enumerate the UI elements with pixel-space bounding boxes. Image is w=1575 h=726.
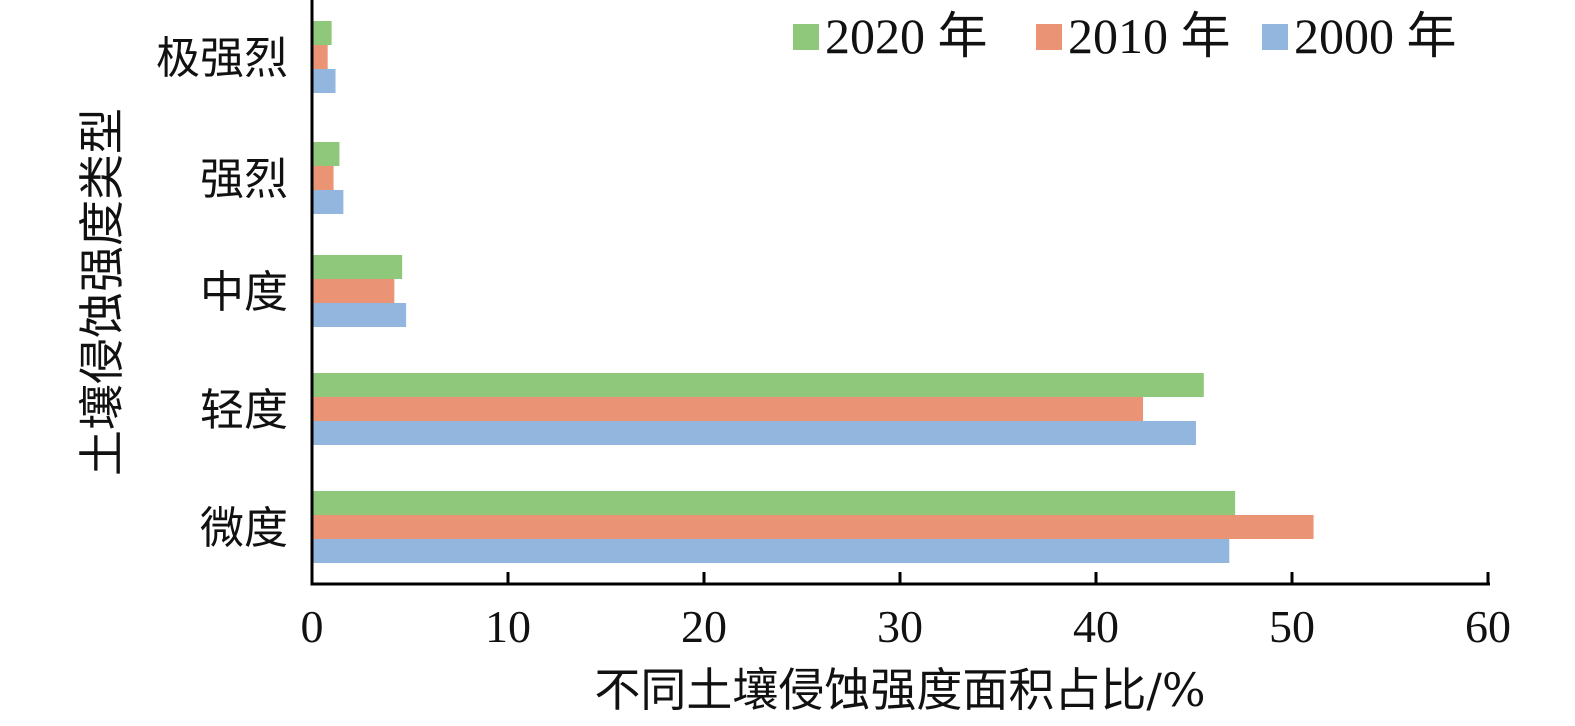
legend-label: 2010 年 — [1068, 8, 1231, 64]
bar-2-1 — [312, 421, 1196, 445]
x-tick-label: 0 — [301, 601, 324, 652]
bar-0-3 — [312, 142, 340, 166]
bars-group — [312, 21, 1314, 563]
x-tick-label: 10 — [485, 601, 531, 652]
bar-1-1 — [312, 397, 1144, 421]
category-label: 极强烈 — [156, 33, 288, 84]
legend-label: 2000 年 — [1294, 8, 1457, 64]
y-axis-title: 土壤侵蚀强度类型 — [75, 108, 129, 476]
x-tick-label: 60 — [1465, 601, 1511, 652]
legend-swatch — [793, 24, 819, 50]
x-tick-label: 20 — [681, 601, 727, 652]
bar-1-4 — [312, 45, 328, 69]
category-label: 轻度 — [200, 385, 288, 436]
bar-1-0 — [312, 515, 1314, 539]
category-label: 强烈 — [200, 154, 288, 205]
bar-2-4 — [312, 69, 336, 93]
category-label: 微度 — [200, 503, 288, 554]
legend-swatch — [1262, 24, 1288, 50]
bar-2-3 — [312, 190, 344, 214]
legend: 2020 年 2010 年 2000 年 — [793, 8, 1457, 64]
bar-2-2 — [312, 303, 407, 327]
legend-label: 2020 年 — [825, 8, 988, 64]
bar-0-1 — [312, 373, 1204, 397]
x-tick-label: 50 — [1269, 601, 1315, 652]
bar-0-2 — [312, 255, 403, 279]
x-ticks-group: 0 10 20 30 40 50 60 — [301, 572, 1511, 652]
x-axis-title: 不同土壤侵蚀强度面积占比/% — [594, 663, 1205, 717]
category-label: 中度 — [200, 267, 288, 318]
bar-1-3 — [312, 166, 334, 190]
x-tick-label: 40 — [1073, 601, 1119, 652]
bar-0-4 — [312, 21, 332, 45]
bar-1-2 — [312, 279, 395, 303]
bar-2-0 — [312, 539, 1230, 563]
bar-0-0 — [312, 491, 1236, 515]
x-tick-label: 30 — [877, 601, 923, 652]
category-labels-group: 微度 轻度 中度 强烈 极强烈 — [156, 33, 288, 554]
legend-swatch — [1036, 24, 1062, 50]
